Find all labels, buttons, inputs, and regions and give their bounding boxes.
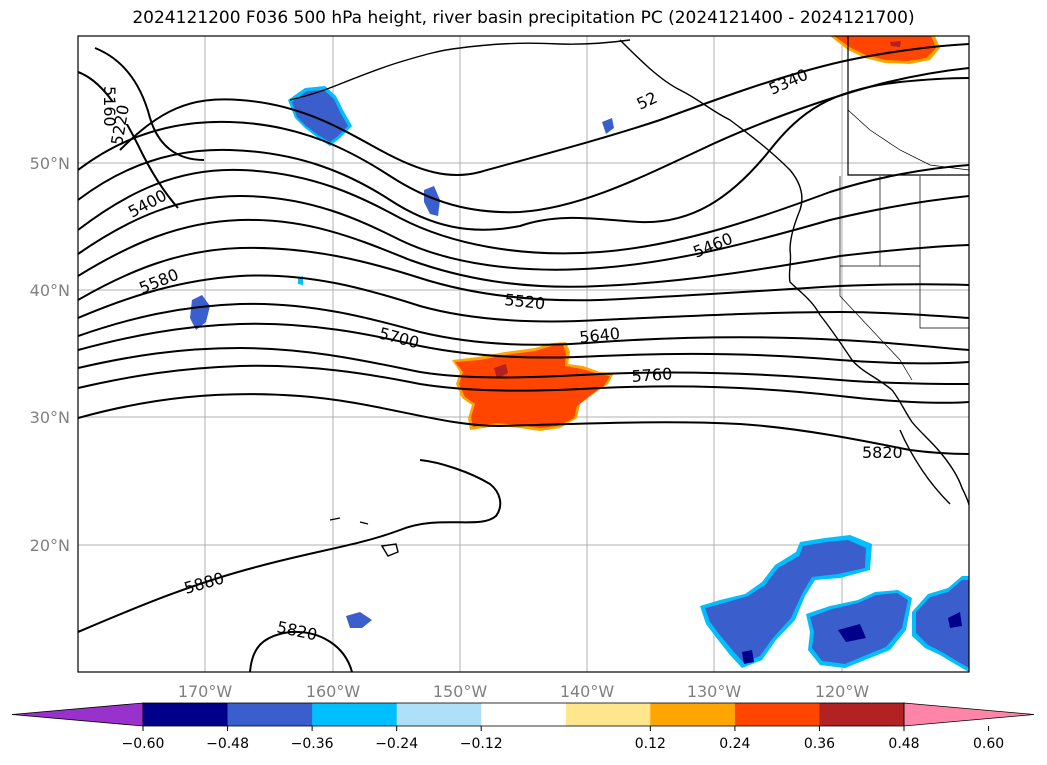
north-america-coast <box>619 39 969 506</box>
colorbar-segment <box>650 703 736 726</box>
state-borders <box>839 109 969 381</box>
hawaiian-islands <box>329 517 399 557</box>
lon-label-160w: 160°W <box>306 682 361 701</box>
colorbar-tick-label: 0.12 <box>635 736 666 752</box>
colorbar-extend-low <box>11 702 144 727</box>
colorbar-segment <box>481 703 567 726</box>
colorbar-segment <box>734 703 820 726</box>
lat-label-40n: 40°N <box>30 281 70 300</box>
colorbar-tick-label: −0.36 <box>291 736 334 752</box>
baja-coast <box>899 429 951 505</box>
precip-anomaly-shading <box>190 36 969 672</box>
colorbar-outline <box>142 702 905 727</box>
colorbar-segment <box>143 703 229 726</box>
colorbar-segment <box>396 703 482 726</box>
lon-label-170w: 170°W <box>178 682 233 701</box>
colorbar-tick-label: −0.48 <box>206 736 249 752</box>
lat-label-50n: 50°N <box>30 154 70 173</box>
coastlines <box>289 36 969 557</box>
colorbar-extend-high <box>903 702 1035 727</box>
contour-label: 5640 <box>578 324 620 347</box>
lon-label-130w: 130°W <box>687 682 742 701</box>
chart-title: 2024121200 F036 500 hPa height, river ba… <box>132 8 915 28</box>
colorbar-tick-label: 0.60 <box>973 736 1004 752</box>
colorbar-tick-label: −0.12 <box>460 736 503 752</box>
longitude-labels: 170°W 160°W 150°W 140°W 130°W 120°W <box>178 682 870 701</box>
positive-anomaly-core <box>494 364 508 379</box>
colorbar-tick-label: 0.36 <box>804 736 835 752</box>
colorbar-segment <box>312 703 398 726</box>
colorbar-tick-label: −0.24 <box>375 736 418 752</box>
colorbar-segment <box>565 703 651 726</box>
lon-label-140w: 140°W <box>560 682 615 701</box>
contour-label: 5160 <box>100 86 119 127</box>
colorbar-tick-label: 0.48 <box>888 736 919 752</box>
lon-label-120w: 120°W <box>815 682 870 701</box>
lat-label-20n: 20°N <box>30 536 70 555</box>
alaska-peninsula-coast <box>289 39 631 101</box>
height-contours <box>78 43 969 672</box>
latitude-labels: 50°N 40°N 30°N 20°N <box>30 154 70 555</box>
colorbar-tick-label: 0.24 <box>719 736 750 752</box>
contour-label: 5820 <box>862 443 903 462</box>
map-frame <box>77 35 970 673</box>
contour-label: 5520 <box>504 290 546 313</box>
colorbar-segment <box>227 703 313 726</box>
contour-label: 5760 <box>631 364 673 386</box>
colorbar-segment <box>819 703 905 726</box>
colorbar: −0.60 −0.48 −0.36 −0.24 −0.12 0.12 0.24 0.36 0.4… <box>11 702 1035 752</box>
lon-label-150w: 150°W <box>433 682 488 701</box>
colorbar-tick-label: −0.60 <box>122 736 165 752</box>
lat-label-30n: 30°N <box>30 408 70 427</box>
